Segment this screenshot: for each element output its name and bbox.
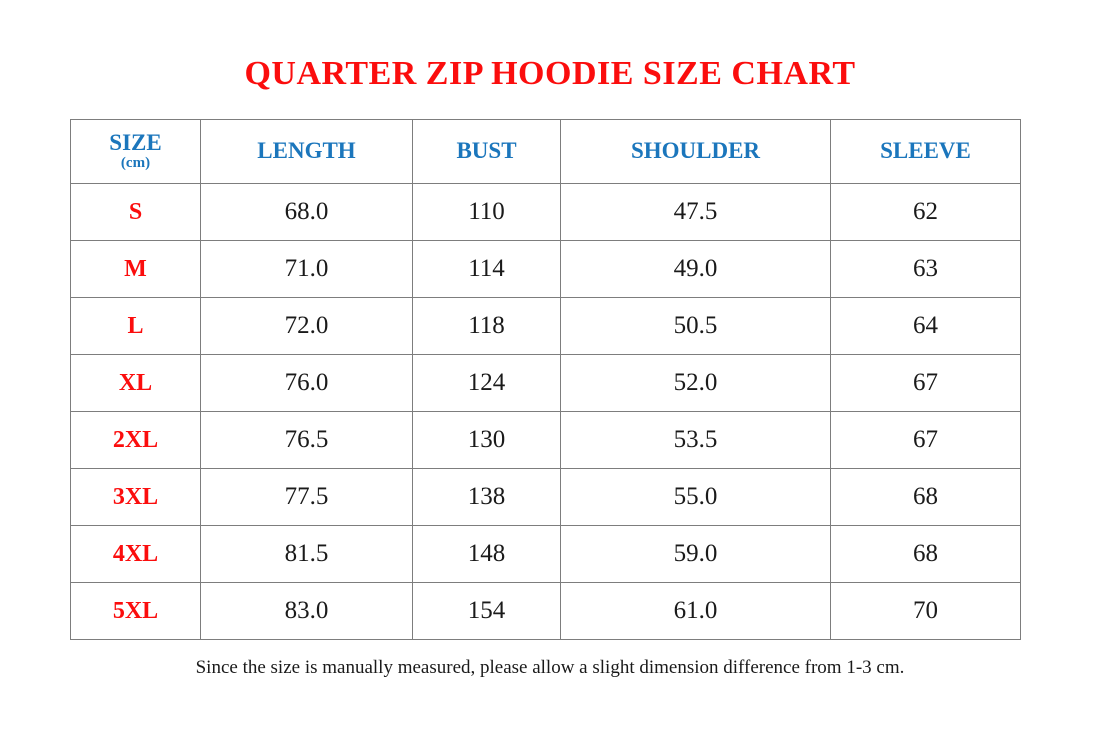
column-header-bust: BUST (412, 119, 561, 184)
table-row: 3XL 77.5 138 55.0 68 (70, 468, 1021, 526)
column-header-shoulder: SHOULDER (560, 119, 831, 184)
cell-sleeve: 67 (830, 354, 1021, 412)
cell-shoulder: 50.5 (560, 297, 831, 355)
column-header-size-unit: (cm) (120, 155, 151, 172)
cell-bust: 148 (412, 525, 561, 583)
cell-sleeve: 67 (830, 411, 1021, 469)
column-header-size: SIZE (cm) (70, 119, 201, 184)
cell-bust: 114 (412, 240, 561, 298)
cell-sleeve: 68 (830, 525, 1021, 583)
cell-length: 77.5 (200, 468, 413, 526)
column-header-shoulder-label: SHOULDER (630, 138, 761, 164)
cell-shoulder: 53.5 (560, 411, 831, 469)
cell-sleeve: 64 (830, 297, 1021, 355)
table-row: M 71.0 114 49.0 63 (70, 240, 1021, 298)
size-chart-table: SIZE (cm) LENGTH BUST SHOULDER SLEEVE (70, 119, 1021, 640)
cell-length: 81.5 (200, 525, 413, 583)
cell-bust: 110 (412, 183, 561, 241)
cell-shoulder: 49.0 (560, 240, 831, 298)
header-row: SIZE (cm) LENGTH BUST SHOULDER SLEEVE (70, 119, 1021, 184)
cell-bust: 130 (412, 411, 561, 469)
column-header-size-label: SIZE (109, 130, 162, 156)
cell-sleeve: 70 (830, 582, 1021, 640)
page-title: QUARTER ZIP HOODIE SIZE CHART (244, 55, 856, 92)
column-header-sleeve-label: SLEEVE (880, 138, 971, 164)
cell-size: 5XL (70, 582, 201, 640)
cell-shoulder: 61.0 (560, 582, 831, 640)
cell-sleeve: 62 (830, 183, 1021, 241)
table-row: 4XL 81.5 148 59.0 68 (70, 525, 1021, 583)
cell-length: 68.0 (200, 183, 413, 241)
cell-length: 71.0 (200, 240, 413, 298)
cell-shoulder: 47.5 (560, 183, 831, 241)
cell-length: 83.0 (200, 582, 413, 640)
column-header-length-label: LENGTH (257, 138, 356, 164)
cell-bust: 118 (412, 297, 561, 355)
cell-sleeve: 63 (830, 240, 1021, 298)
table-row: L 72.0 118 50.5 64 (70, 297, 1021, 355)
cell-length: 76.5 (200, 411, 413, 469)
cell-size: XL (70, 354, 201, 412)
measurement-disclaimer: Since the size is manually measured, ple… (195, 657, 905, 678)
cell-size: 2XL (70, 411, 201, 469)
column-header-length: LENGTH (200, 119, 413, 184)
column-header-sleeve: SLEEVE (830, 119, 1021, 184)
cell-size: L (70, 297, 201, 355)
cell-size: 3XL (70, 468, 201, 526)
table-body: S 68.0 110 47.5 62 M 71.0 114 49.0 63 L … (70, 183, 1021, 640)
cell-sleeve: 68 (830, 468, 1021, 526)
cell-size: S (70, 183, 201, 241)
cell-length: 72.0 (200, 297, 413, 355)
column-header-bust-label: BUST (456, 138, 517, 164)
table-row: S 68.0 110 47.5 62 (70, 183, 1021, 241)
cell-length: 76.0 (200, 354, 413, 412)
cell-size: M (70, 240, 201, 298)
table-row: XL 76.0 124 52.0 67 (70, 354, 1021, 412)
table-row: 5XL 83.0 154 61.0 70 (70, 582, 1021, 640)
table-header: SIZE (cm) LENGTH BUST SHOULDER SLEEVE (70, 119, 1021, 184)
cell-shoulder: 52.0 (560, 354, 831, 412)
cell-bust: 124 (412, 354, 561, 412)
table-row: 2XL 76.5 130 53.5 67 (70, 411, 1021, 469)
cell-size: 4XL (70, 525, 201, 583)
cell-shoulder: 59.0 (560, 525, 831, 583)
cell-bust: 138 (412, 468, 561, 526)
cell-shoulder: 55.0 (560, 468, 831, 526)
cell-bust: 154 (412, 582, 561, 640)
